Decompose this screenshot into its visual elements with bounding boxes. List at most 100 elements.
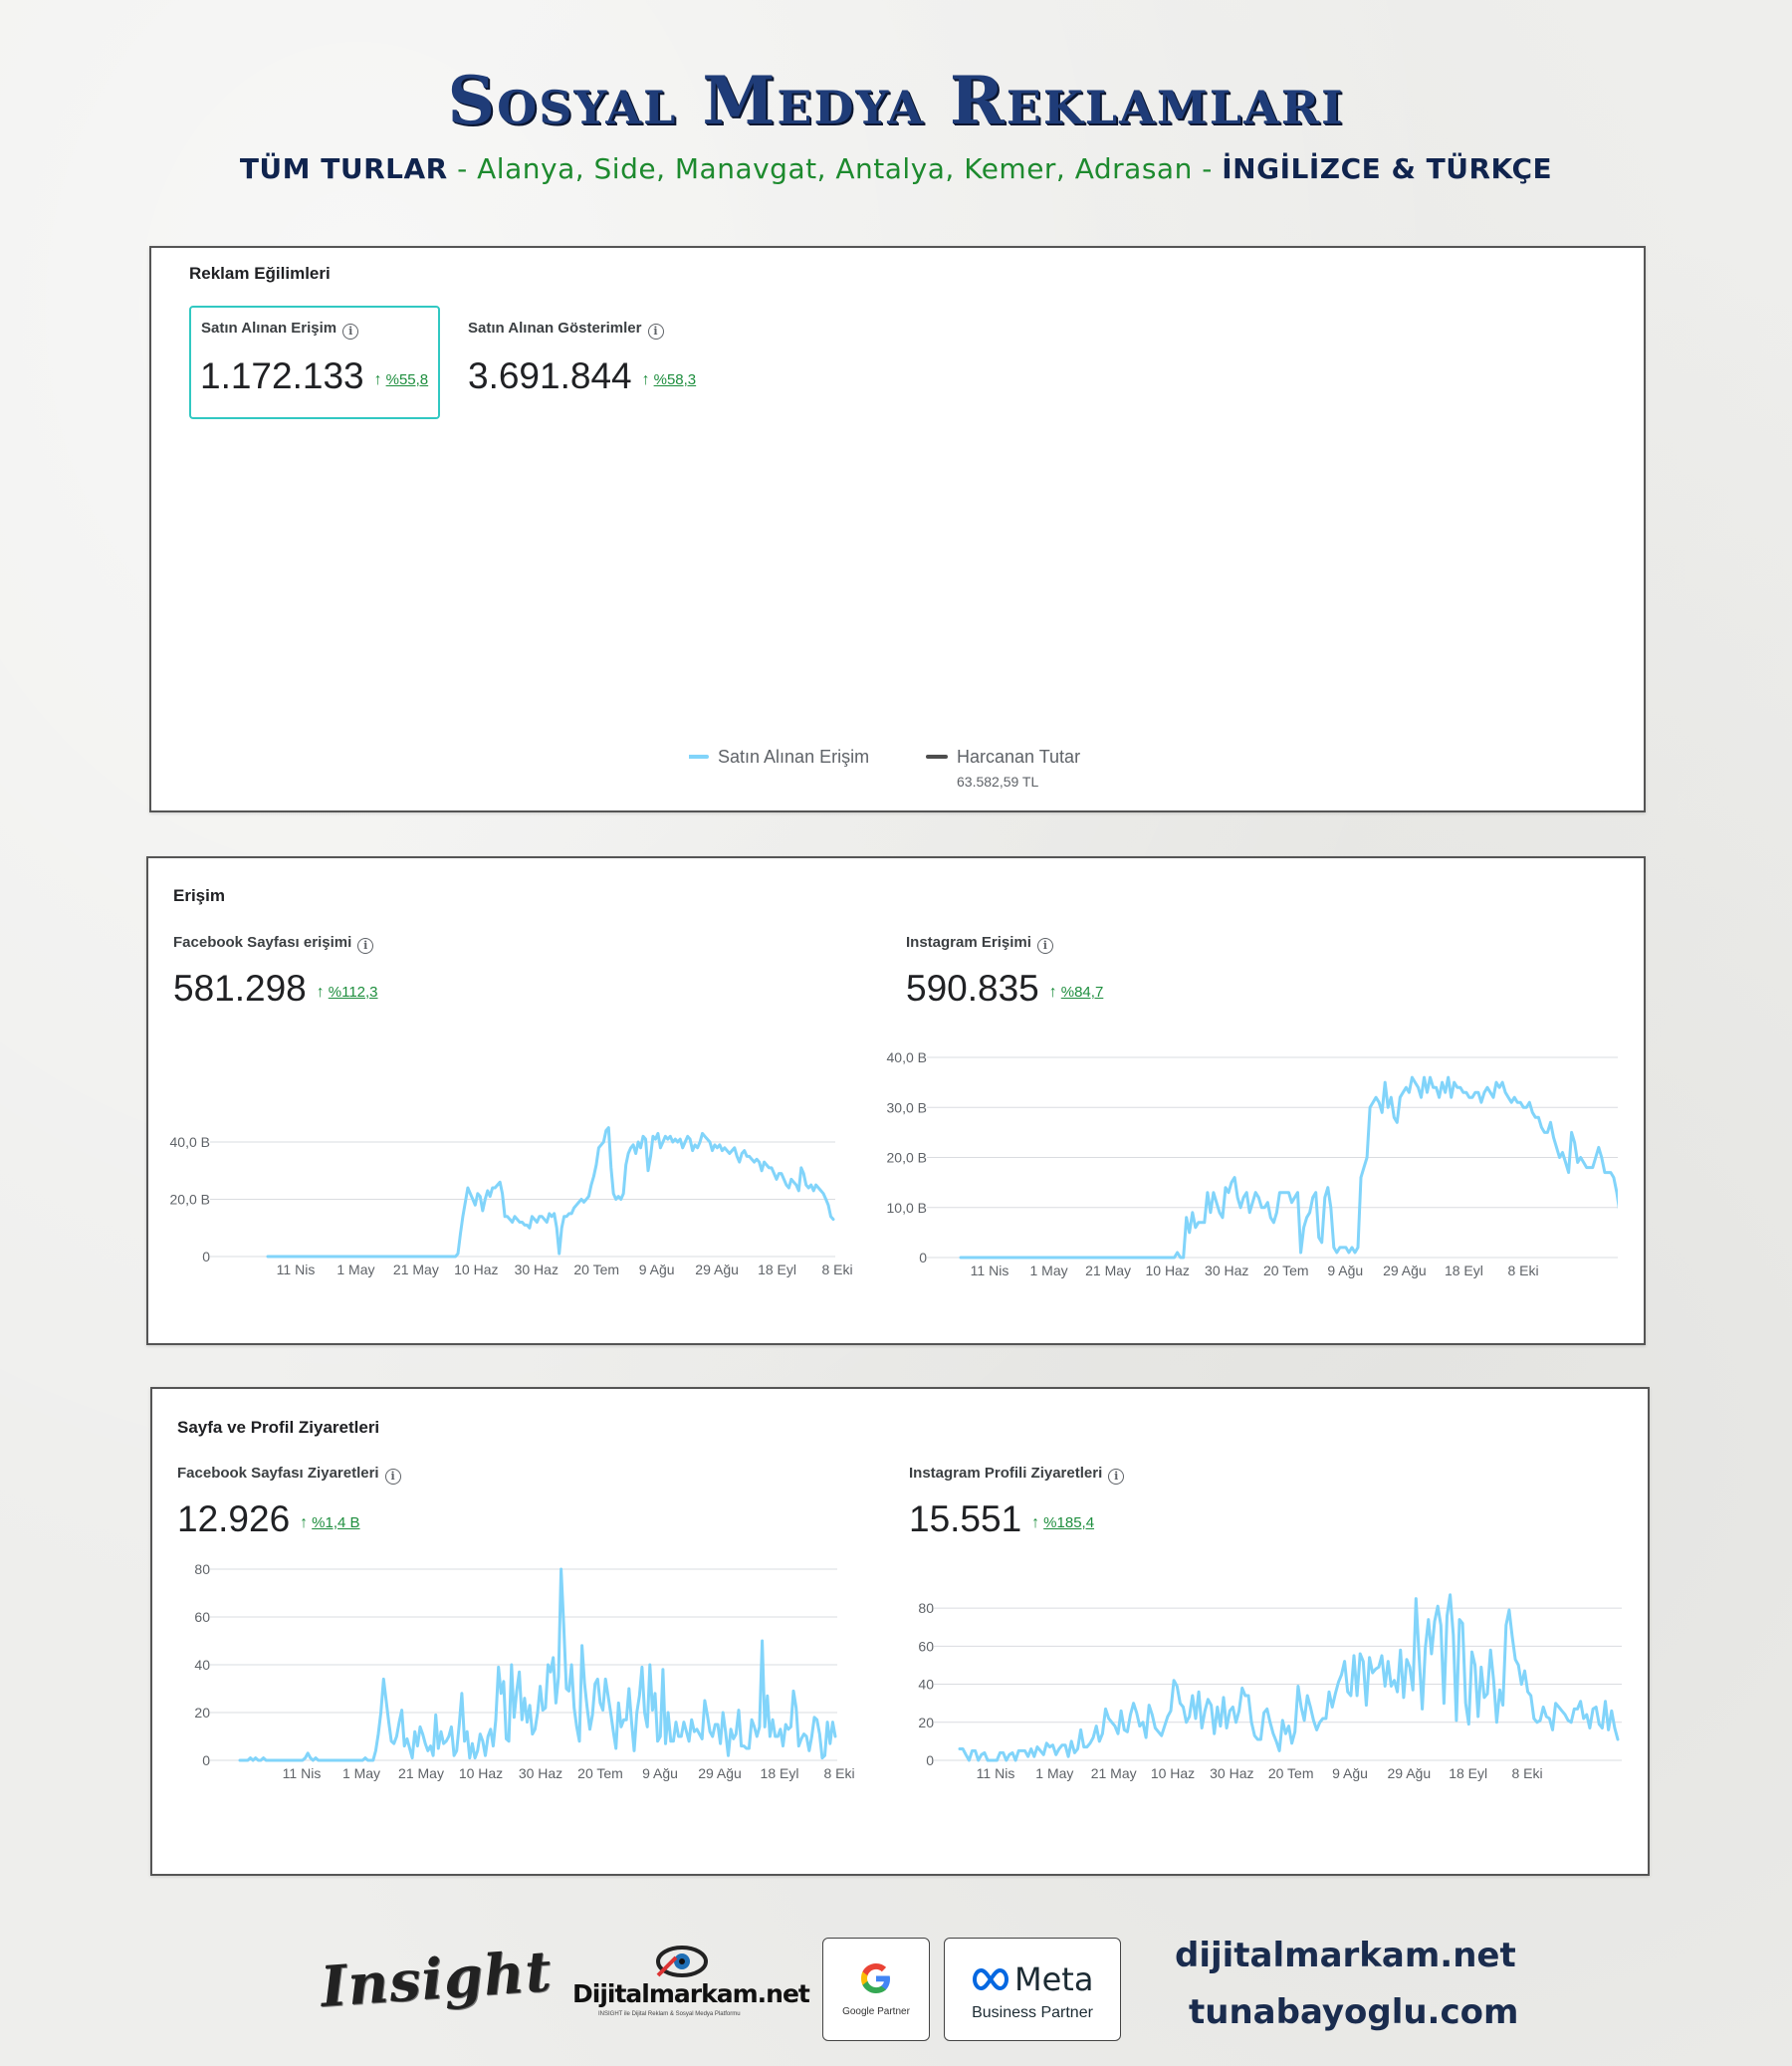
info-icon[interactable]: i [1036, 938, 1053, 954]
delta-value[interactable]: %112,3 [328, 984, 378, 1001]
site-link-dijitalmarkam[interactable]: dijitalmarkam.net [1175, 1936, 1516, 1975]
x-tick-label: 30 Haz [515, 1262, 559, 1277]
delta-badge: ↑ %185,4 [1031, 1514, 1094, 1531]
metric-label[interactable]: Satın Alınan Gösterimler i [468, 320, 664, 340]
x-tick-label: 29 Ağu [1383, 1263, 1427, 1278]
up-arrow-icon: ↑ [641, 371, 650, 388]
metric-value: 3.691.844 ↑ %58,3 [468, 355, 696, 397]
ig-visits-chart: 80 60 40 20 0 11 Nis 1 May 21 May 10 Haz 30 Haz 20… [918, 1593, 1622, 1781]
metric-label-text: Satın Alınan Erişim [201, 320, 337, 337]
panel-title: Reklam Eğilimleri [189, 264, 331, 283]
x-tick-label: 1 May [1035, 1765, 1073, 1781]
y-tick-label: 40 [194, 1657, 210, 1673]
up-arrow-icon: ↑ [316, 984, 325, 1001]
x-tick-label: 9 Ağu [642, 1765, 678, 1781]
delta-value[interactable]: %55,8 [385, 371, 429, 388]
delta-badge: ↑ %55,8 [374, 371, 429, 388]
delta-value[interactable]: %58,3 [653, 371, 697, 388]
y-tick-label: 40 [918, 1677, 934, 1693]
metric-label[interactable]: Facebook Sayfası erişimi i [173, 934, 374, 954]
metric-value-number: 15.551 [909, 1498, 1022, 1539]
delta-value[interactable]: %1,4 B [312, 1514, 360, 1531]
x-tick-label: 29 Ağu [1388, 1765, 1432, 1781]
eye-icon [656, 1946, 708, 1977]
page-title: Sosyal Medya Reklamları [447, 62, 1345, 139]
up-arrow-icon: ↑ [373, 371, 382, 388]
x-tick-label: 8 Eki [821, 1262, 852, 1277]
y-tick-label: 0 [202, 1249, 210, 1264]
x-tick-label: 20 Tem [577, 1765, 623, 1781]
info-icon[interactable]: i [342, 324, 359, 340]
metric-label[interactable]: Facebook Sayfası Ziyaretleri i [177, 1465, 401, 1485]
info-icon[interactable]: i [357, 938, 374, 954]
series-line [266, 1126, 835, 1259]
x-tick-label: 29 Ağu [698, 1765, 742, 1781]
x-tick-label: 9 Ağu [1327, 1263, 1363, 1278]
x-tick-label: 21 May [398, 1765, 444, 1781]
x-tick-label: 21 May [1085, 1263, 1131, 1278]
y-tick-label: 20 [194, 1705, 210, 1721]
info-icon[interactable]: i [647, 324, 664, 340]
subtitle-separator: - [447, 152, 478, 185]
metric-label-text: Instagram Profili Ziyaretleri [909, 1465, 1103, 1482]
y-tick-label: 0 [926, 1752, 934, 1768]
x-tick-label: 8 Eki [1507, 1263, 1538, 1278]
delta-badge: ↑ %112,3 [317, 984, 378, 1001]
up-arrow-icon: ↑ [300, 1514, 309, 1531]
info-icon[interactable]: i [384, 1469, 401, 1485]
google-partner-badge[interactable]: Google Partner [822, 1938, 930, 2041]
metric-value-number: 1.172.133 [200, 355, 364, 396]
x-tick-label: 10 Haz [454, 1262, 498, 1277]
subtitle-tours: TÜM TURLAR [239, 152, 448, 185]
x-tick-label: 11 Nis [277, 1262, 316, 1277]
series-line [959, 1075, 1618, 1260]
google-g-icon [861, 1963, 890, 1993]
dijitalmarkam-tagline: INSIGHT ile Dijital Reklam & Sosyal Medy… [598, 2011, 741, 2017]
y-tick-label: 20,0 B [887, 1150, 927, 1166]
metric-value-number: 581.298 [173, 968, 307, 1009]
x-tick-label: 20 Tem [1263, 1263, 1309, 1278]
delta-value[interactable]: %185,4 [1043, 1514, 1095, 1531]
y-tick-label: 60 [194, 1609, 210, 1625]
meta-infinity-icon [972, 1967, 1009, 1991]
metric-label-text: Satın Alınan Gösterimler [468, 320, 642, 337]
metric-label[interactable]: Instagram Erişimi i [906, 934, 1053, 954]
panel-title: Sayfa ve Profil Ziyaretleri [177, 1418, 380, 1437]
fb-visits-chart: 80 60 40 20 0 11 Nis 1 May 21 May 10 Haz 30 Haz 20… [194, 1561, 854, 1781]
metric-label-text: Instagram Erişimi [906, 934, 1031, 951]
x-tick-label: 18 Eyl [1445, 1263, 1483, 1278]
x-tick-label: 11 Nis [283, 1765, 322, 1781]
legend-label-spend[interactable]: Harcanan Tutar [957, 747, 1080, 767]
y-tick-label: 20,0 B [170, 1192, 210, 1208]
subtitle-separator: - [1192, 152, 1223, 185]
meta-partner-badge[interactable]: Meta Business Partner [944, 1938, 1121, 2041]
meta-label: Meta [1014, 1960, 1094, 1998]
x-tick-label: 30 Haz [519, 1765, 562, 1781]
metric-value: 12.926 ↑ %1,4 B [177, 1498, 360, 1540]
x-tick-label: 8 Eki [1511, 1765, 1542, 1781]
visits-panel: Sayfa ve Profil Ziyaretleri Facebook Say… [150, 1387, 1650, 1876]
x-tick-label: 21 May [1091, 1765, 1137, 1781]
legend-label-reach[interactable]: Satın Alınan Erişim [718, 747, 869, 767]
x-tick-label: 8 Eki [823, 1765, 854, 1781]
panel-title: Erişim [173, 886, 225, 905]
x-tick-label: 30 Haz [1205, 1263, 1248, 1278]
metric-label: Satın Alınan Erişim i [201, 320, 359, 340]
y-tick-label: 30,0 B [887, 1099, 927, 1115]
x-tick-label: 10 Haz [1145, 1263, 1189, 1278]
delta-value[interactable]: %84,7 [1060, 984, 1104, 1001]
x-tick-label: 9 Ağu [1332, 1765, 1368, 1781]
metric-label-text: Facebook Sayfası erişimi [173, 934, 352, 951]
metric-label[interactable]: Instagram Profili Ziyaretleri i [909, 1465, 1125, 1485]
fb-reach-chart: 40,0 B 20,0 B 0 11 Nis 1 May 21 May 10 Haz 30 H… [170, 1126, 853, 1277]
x-tick-label: 1 May [336, 1262, 374, 1277]
metric-value: 15.551 ↑ %185,4 [909, 1498, 1094, 1540]
site-link-tunabayoglu[interactable]: tunabayoglu.com [1189, 1992, 1519, 2032]
y-tick-label: 80 [918, 1600, 934, 1616]
y-tick-label: 0 [202, 1752, 210, 1768]
info-icon[interactable]: i [1108, 1469, 1125, 1485]
delta-badge: ↑ %84,7 [1049, 984, 1104, 1001]
x-tick-label: 18 Eyl [758, 1262, 796, 1277]
purchased-reach-card[interactable] [189, 306, 440, 419]
y-tick-label: 10,0 B [887, 1200, 927, 1216]
